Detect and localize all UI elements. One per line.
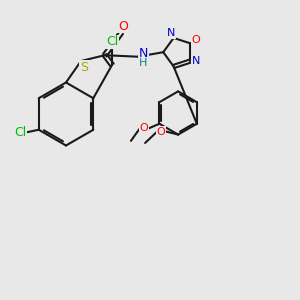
- Text: Cl: Cl: [106, 35, 118, 48]
- Text: N: N: [139, 46, 148, 60]
- Text: O: O: [191, 35, 200, 45]
- Text: O: O: [140, 123, 148, 133]
- Text: H: H: [139, 58, 147, 68]
- Text: O: O: [118, 20, 128, 33]
- Text: N: N: [167, 28, 176, 38]
- Text: Cl: Cl: [14, 126, 26, 139]
- Text: N: N: [192, 56, 200, 66]
- Text: S: S: [80, 61, 88, 74]
- Text: O: O: [157, 127, 165, 136]
